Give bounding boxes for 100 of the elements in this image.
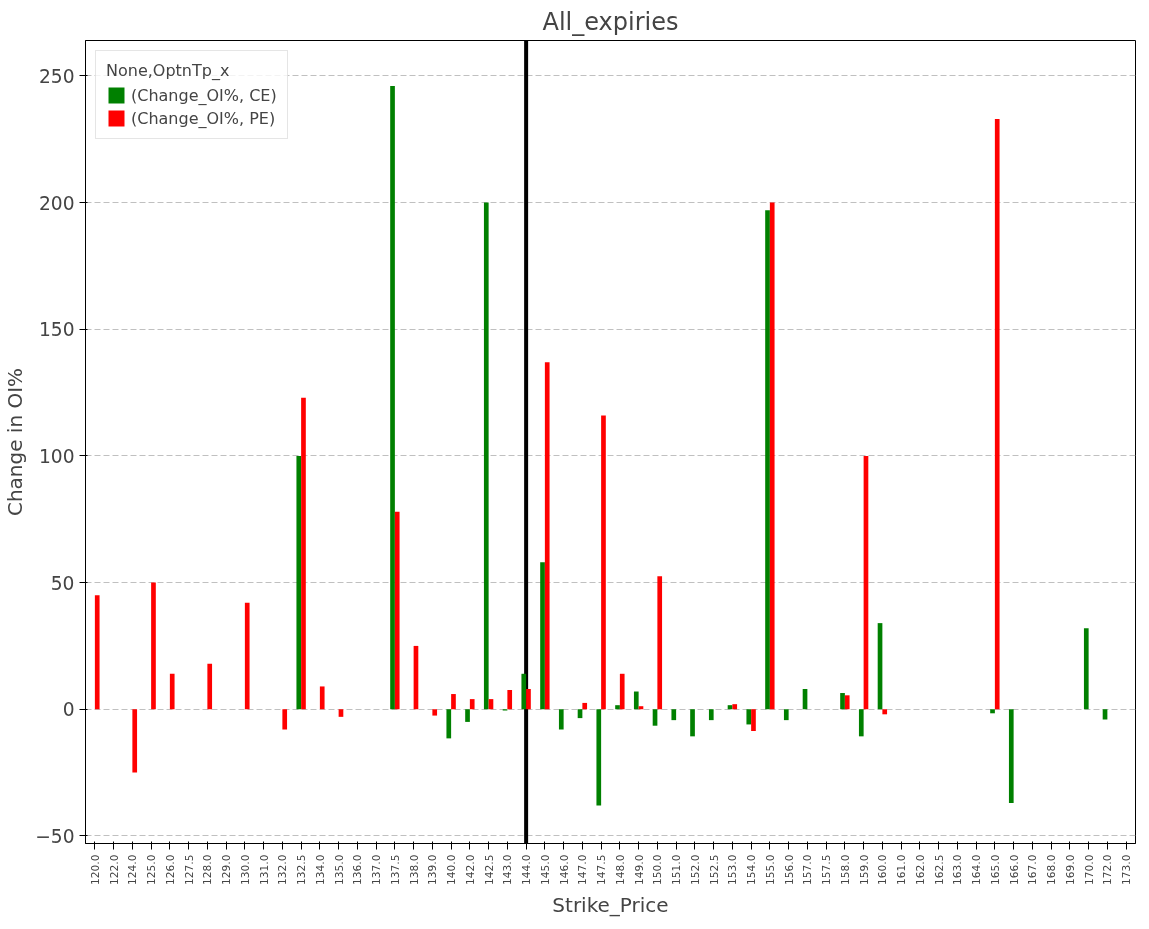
bar [596, 709, 602, 806]
bar [601, 415, 606, 710]
legend-label: (Change_OI%, CE) [131, 85, 277, 105]
bar [1083, 628, 1089, 710]
x-tick-label: 139.0 [426, 854, 440, 886]
bar [558, 709, 564, 730]
bar [882, 709, 888, 715]
bar [657, 576, 663, 710]
x-tick-label: 157.0 [801, 854, 815, 886]
bar [840, 693, 845, 710]
x-tick-label: 134.0 [313, 854, 327, 886]
x-tick-label: 162.5 [932, 854, 946, 886]
bar [390, 86, 395, 710]
x-tick-label: 138.0 [407, 854, 421, 886]
bar [619, 673, 625, 710]
x-tick-label: 155.0 [763, 854, 777, 886]
x-tick-label: 126.0 [163, 854, 177, 886]
x-tick-label: 136.0 [351, 854, 365, 886]
x-tick-label: 150.0 [651, 854, 665, 886]
bar [296, 455, 302, 710]
y-tick-label: −50 [35, 825, 75, 847]
bar [746, 709, 752, 725]
x-tick-label: 157.5 [820, 854, 834, 886]
bar [671, 709, 677, 721]
x-tick-label: 153.0 [726, 854, 740, 886]
x-tick-label: 142.5 [482, 854, 496, 886]
x-tick-label: 131.0 [257, 854, 271, 886]
bar [690, 709, 695, 737]
x-tick-label: 173.0 [1120, 854, 1134, 886]
y-tick-label: 50 [50, 572, 75, 594]
bar [319, 686, 325, 710]
bar [540, 562, 545, 710]
bar [432, 709, 438, 716]
bar [582, 702, 588, 710]
x-tick-label: 166.0 [1007, 854, 1021, 886]
bar [783, 709, 789, 721]
bar [151, 582, 156, 710]
x-tick-label: 130.0 [238, 854, 252, 886]
bar [708, 709, 714, 721]
bar [751, 709, 756, 732]
x-tick-label: 156.0 [782, 854, 796, 886]
bar [615, 705, 620, 710]
x-tick-label: 152.5 [707, 854, 721, 886]
bar [169, 673, 175, 710]
bar [1008, 709, 1014, 803]
x-tick-label: 143.0 [501, 854, 515, 886]
bar [844, 695, 850, 710]
x-tick-label: 140.0 [445, 854, 459, 886]
bar [507, 689, 513, 710]
x-tick-label: 162.0 [913, 854, 927, 886]
bar [858, 709, 864, 737]
bar [301, 397, 306, 710]
bar [990, 709, 995, 714]
bar [446, 709, 452, 739]
x-tick-label: 135.0 [332, 854, 346, 886]
bar [544, 362, 550, 710]
y-tick-label: 0 [62, 699, 75, 721]
bar [94, 595, 100, 710]
bar [394, 511, 400, 710]
bar [483, 202, 489, 710]
x-tick-label: 124.0 [126, 854, 140, 886]
x-tick-label: 146.0 [557, 854, 571, 886]
x-tick-label: 154.0 [745, 854, 759, 886]
bar [526, 688, 531, 710]
legend-title: None,OptnTp_x [106, 61, 231, 80]
x-tick-label: 127.5 [182, 854, 196, 886]
x-tick-label: 159.0 [857, 854, 871, 886]
x-tick-label: 125.0 [145, 854, 159, 886]
x-tick-label: 132.5 [295, 854, 309, 886]
bar [994, 119, 1000, 710]
x-tick-label: 149.0 [632, 854, 646, 886]
y-tick-label: 150 [38, 319, 75, 341]
x-tick-label: 160.0 [876, 854, 890, 886]
x-tick-label: 152.0 [688, 854, 702, 886]
bar [469, 699, 475, 710]
x-tick-label: 132.0 [276, 854, 290, 886]
bar [207, 663, 213, 710]
bar [765, 210, 770, 710]
legend-label: (Change_OI%, PE) [131, 108, 276, 128]
bar [244, 602, 250, 710]
x-axis-title: Strike_Price [552, 893, 669, 918]
x-tick-label: 161.0 [895, 854, 909, 886]
y-tick-label: 250 [38, 65, 75, 87]
x-tick-label: 137.0 [370, 854, 384, 886]
bar [451, 694, 456, 710]
x-tick-label: 120.0 [88, 854, 102, 886]
x-tick-label: 151.0 [670, 854, 684, 886]
x-tick-label: 168.0 [1045, 854, 1059, 886]
bar [282, 709, 288, 730]
x-tick-label: 129.0 [220, 854, 234, 886]
bar [521, 673, 527, 710]
bar [633, 691, 639, 710]
x-tick-label: 128.0 [201, 854, 215, 886]
x-tick-label: 144.0 [520, 854, 534, 886]
y-tick-label: 100 [38, 445, 75, 467]
x-tick-label: 167.0 [1026, 854, 1040, 886]
bar [769, 202, 775, 710]
x-tick-label: 163.0 [951, 854, 965, 886]
x-tick-label: 172.0 [1101, 854, 1115, 886]
x-tick-label: 148.0 [613, 854, 627, 886]
